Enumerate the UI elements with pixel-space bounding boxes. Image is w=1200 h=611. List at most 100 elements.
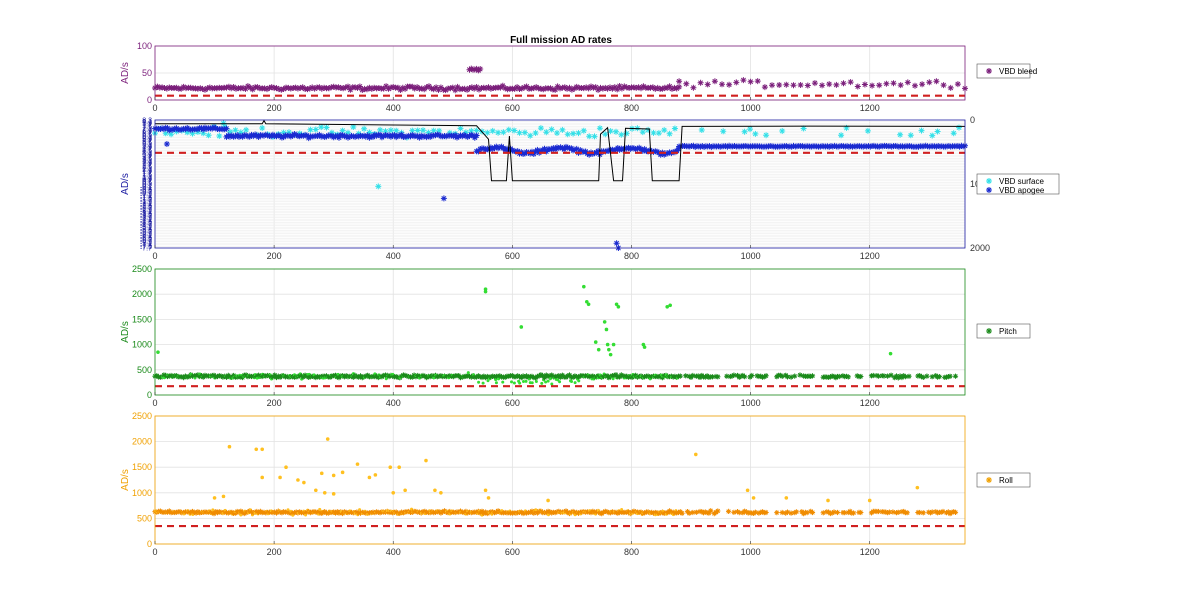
data-point <box>483 289 488 294</box>
y-tick-label: 0.5 <box>142 180 152 187</box>
x-tick-label: 400 <box>386 398 401 408</box>
x-tick-label: 200 <box>267 251 282 261</box>
data-point <box>870 372 876 379</box>
depth-line <box>155 119 966 182</box>
data-point <box>228 85 235 92</box>
data-point <box>486 496 491 500</box>
data-point <box>403 133 410 140</box>
data-point <box>180 83 187 90</box>
y-tick-label: -3.1 <box>140 209 152 216</box>
data-point <box>742 374 748 380</box>
data-point <box>313 509 319 515</box>
data-point <box>485 84 492 91</box>
data-point <box>318 124 325 131</box>
data-point <box>907 132 914 139</box>
y-ticks-vbd: 8.38.17.97.77.57.37.16.96.76.56.36.15.95… <box>140 118 152 253</box>
data-point <box>845 143 852 150</box>
data-point <box>473 84 480 90</box>
data-point <box>461 509 467 516</box>
data-point <box>729 373 735 379</box>
y-tick-label: 3.1 <box>142 159 152 166</box>
data-point <box>788 374 794 380</box>
data-point <box>563 143 569 150</box>
y-tick-label: 4.3 <box>142 150 152 157</box>
data-point <box>355 462 360 466</box>
data-point <box>447 508 453 515</box>
data-point <box>352 84 359 91</box>
data-point <box>359 87 366 93</box>
data-point <box>638 85 644 92</box>
data-point <box>640 83 647 90</box>
data-point <box>368 133 375 140</box>
data-point <box>623 130 630 137</box>
x-tick-label: 1200 <box>860 398 880 408</box>
data-point <box>847 79 854 86</box>
data-point <box>540 381 544 385</box>
data-point <box>709 374 716 380</box>
data-point <box>285 84 292 91</box>
data-point <box>524 379 528 383</box>
data-point <box>592 84 599 91</box>
y-ticks-pitch: 0 500 1000 1500 2000 2500 <box>132 264 152 400</box>
y-tick-label: 2500 <box>132 264 152 274</box>
data-point <box>708 508 714 514</box>
data-point <box>335 84 342 91</box>
data-point <box>390 84 397 90</box>
data-point <box>322 491 327 495</box>
y-tick-label: 0.3 <box>142 182 152 189</box>
y-tick-label: 5.5 <box>142 140 152 147</box>
data-point <box>221 494 226 499</box>
y-tick-label: 4.1 <box>142 151 152 158</box>
data-point <box>203 125 210 132</box>
data-point <box>223 125 230 132</box>
data-point <box>740 77 747 84</box>
data-point <box>615 510 621 516</box>
data-point <box>495 145 502 152</box>
data-point <box>316 374 322 380</box>
data-point <box>227 128 233 135</box>
data-point <box>248 509 255 515</box>
data-point <box>189 130 196 137</box>
data-point <box>527 132 534 139</box>
data-point <box>779 128 786 134</box>
data-point <box>284 509 290 515</box>
data-point <box>521 379 525 383</box>
data-point <box>428 85 435 92</box>
data-point <box>254 447 259 452</box>
data-point <box>280 86 287 92</box>
marks-bleed <box>152 65 968 97</box>
data-point <box>792 510 798 516</box>
data-point <box>604 509 610 515</box>
data-point <box>506 373 512 379</box>
legend-pitch: Pitch <box>976 323 1031 339</box>
data-point <box>516 86 523 92</box>
data-point <box>511 147 518 154</box>
data-point <box>361 125 368 132</box>
y-tick-label: 6.7 <box>142 130 152 137</box>
data-point <box>776 82 783 88</box>
data-point <box>929 132 936 139</box>
data-point <box>596 347 601 352</box>
y-tick-label: -2.3 <box>140 202 152 209</box>
data-point <box>650 129 657 136</box>
data-point <box>312 126 319 133</box>
x-tick-label: 200 <box>267 398 282 408</box>
data-point <box>632 146 639 153</box>
data-point <box>876 373 882 379</box>
axes-frame <box>154 415 966 545</box>
data-point <box>468 131 475 138</box>
data-point <box>411 85 418 92</box>
data-point <box>824 143 831 150</box>
data-point <box>465 510 471 516</box>
data-point <box>466 371 470 375</box>
data-point <box>191 509 197 515</box>
data-point <box>182 373 188 379</box>
data-point <box>843 124 850 131</box>
data-point <box>345 83 351 90</box>
data-point <box>926 509 932 515</box>
data-point <box>580 127 587 134</box>
data-point <box>545 373 551 380</box>
data-point <box>854 373 860 379</box>
data-point <box>833 81 840 88</box>
data-point <box>559 84 566 91</box>
